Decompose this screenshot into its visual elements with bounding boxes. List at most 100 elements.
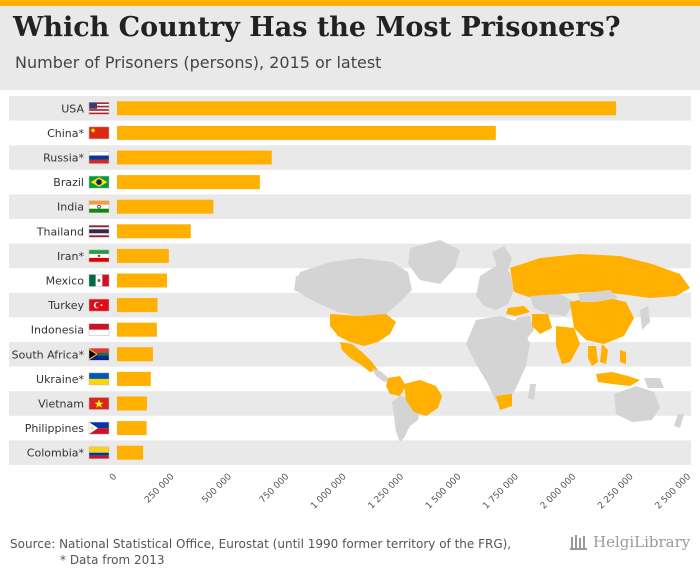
- map-usa: [330, 314, 396, 346]
- chart-title: Which Country Has the Most Prisoners?: [13, 12, 621, 43]
- title-band: [0, 0, 700, 90]
- map-greenland: [408, 240, 460, 284]
- map-vietnam: [600, 344, 608, 364]
- map-brazil: [404, 380, 442, 416]
- category-label: Iran*: [57, 250, 84, 263]
- chart-subtitle: Number of Prisoners (persons), 2015 or l…: [15, 53, 382, 72]
- map-alaska: [294, 272, 322, 296]
- map-australia: [614, 386, 660, 422]
- x-tick-label: 1 250 000: [367, 472, 407, 512]
- bar-colombia: [117, 445, 144, 460]
- map-central-america: [372, 368, 390, 382]
- china-flag-icon: [88, 126, 110, 140]
- vietnam-flag-icon: [88, 397, 110, 410]
- category-label: Philippines: [25, 422, 85, 435]
- source-note: Source: National Statistical Office, Eur…: [10, 536, 511, 568]
- bar-mexico: [117, 273, 168, 288]
- iran-flag-icon: [88, 249, 110, 263]
- category-label: USA: [61, 102, 84, 115]
- map-turkey: [506, 306, 530, 316]
- x-tick-label: 500 000: [201, 472, 235, 506]
- map-new-zealand: [674, 414, 684, 428]
- map-mexico: [340, 342, 378, 372]
- map-indonesia: [596, 372, 640, 386]
- row-band: [9, 391, 691, 416]
- philippines-flag-icon: [88, 421, 110, 435]
- bar-philippines: [117, 421, 147, 436]
- map-madagascar: [528, 384, 536, 400]
- colombia-flag-icon: [88, 446, 110, 459]
- bar-vietnam: [117, 396, 147, 411]
- category-label: Thailand: [36, 225, 84, 238]
- row-band: [9, 440, 691, 465]
- x-tick-label: 2 000 000: [539, 472, 579, 512]
- map-japan: [640, 306, 650, 330]
- thailand-flag-icon: [88, 225, 110, 238]
- category-label: South Africa*: [12, 348, 85, 361]
- map-russia: [510, 254, 690, 298]
- india-flag-icon: [88, 200, 110, 213]
- map-canada: [296, 258, 412, 316]
- brand-logo: HelgiLibrary: [570, 533, 690, 551]
- bar-usa: [117, 101, 617, 116]
- brazil-flag-icon: [88, 175, 110, 189]
- category-labels: USA China* Russia* Brazil India Thailand Iran*…: [12, 102, 85, 459]
- category-label: India: [57, 201, 84, 214]
- x-tick-label: 750 000: [258, 472, 292, 506]
- bar-india: [117, 199, 214, 214]
- ukraine-flag-icon: [88, 372, 110, 386]
- bar-chart: USA China* Russia* Brazil India Thailand Iran*…: [9, 96, 693, 512]
- mexico-flag-icon: [88, 274, 110, 287]
- map-iran: [532, 314, 552, 334]
- world-map: [294, 240, 690, 442]
- accent-bar: [0, 0, 700, 6]
- map-thailand: [588, 346, 598, 366]
- map-mongolia: [578, 290, 618, 302]
- category-label: Brazil: [53, 176, 84, 189]
- bar-iran: [117, 248, 169, 263]
- category-label: Turkey: [47, 299, 84, 312]
- map-central-asia: [530, 294, 574, 316]
- map-papua: [644, 378, 664, 388]
- brand-name: HelgiLibrary: [593, 533, 691, 551]
- x-tick-label: 1 750 000: [481, 472, 521, 512]
- category-label: Indonesia: [31, 324, 84, 337]
- x-tick-label: 1 000 000: [309, 472, 349, 512]
- source-line-2: * Data from 2013: [60, 553, 165, 567]
- us-flag-icon: [88, 102, 110, 115]
- bar-brazil: [117, 175, 260, 190]
- indonesia-flag-icon: [88, 323, 110, 336]
- row-band: [9, 194, 691, 219]
- x-tick-label: 0: [108, 472, 119, 483]
- bar-indonesia: [117, 322, 157, 337]
- bar-south-africa: [117, 347, 153, 362]
- map-africa: [466, 316, 530, 404]
- flags: [88, 102, 110, 459]
- category-label: China*: [47, 127, 84, 140]
- map-europe: [476, 266, 514, 310]
- bar-thailand: [117, 224, 191, 239]
- category-label: Ukraine*: [36, 373, 84, 386]
- map-india: [556, 326, 580, 364]
- x-axis-ticks: 0 250 000 500 000 750 000 1 000 000 1 250 000…: [108, 472, 693, 512]
- library-columns-icon: [570, 535, 587, 550]
- bars: [117, 101, 617, 460]
- turkey-flag-icon: [88, 298, 110, 312]
- bar-china: [117, 125, 496, 140]
- x-tick-label: 2 500 000: [654, 472, 694, 512]
- map-china: [570, 296, 634, 344]
- category-label: Mexico: [46, 275, 85, 288]
- map-philippines: [620, 350, 626, 364]
- x-tick-label: 2 250 000: [596, 472, 636, 512]
- x-tick-label: 1 500 000: [424, 472, 464, 512]
- category-label: Colombia*: [27, 447, 85, 460]
- bar-turkey: [117, 298, 158, 313]
- source-line-1: Source: National Statistical Office, Eur…: [10, 537, 512, 551]
- south-africa-flag-icon: [88, 348, 110, 361]
- bar-ukraine: [117, 371, 151, 386]
- category-label: Russia*: [43, 152, 84, 165]
- map-south-africa: [496, 394, 512, 410]
- x-tick-label: 250 000: [143, 472, 177, 506]
- category-label: Vietnam: [38, 398, 84, 411]
- row-band: [9, 145, 691, 170]
